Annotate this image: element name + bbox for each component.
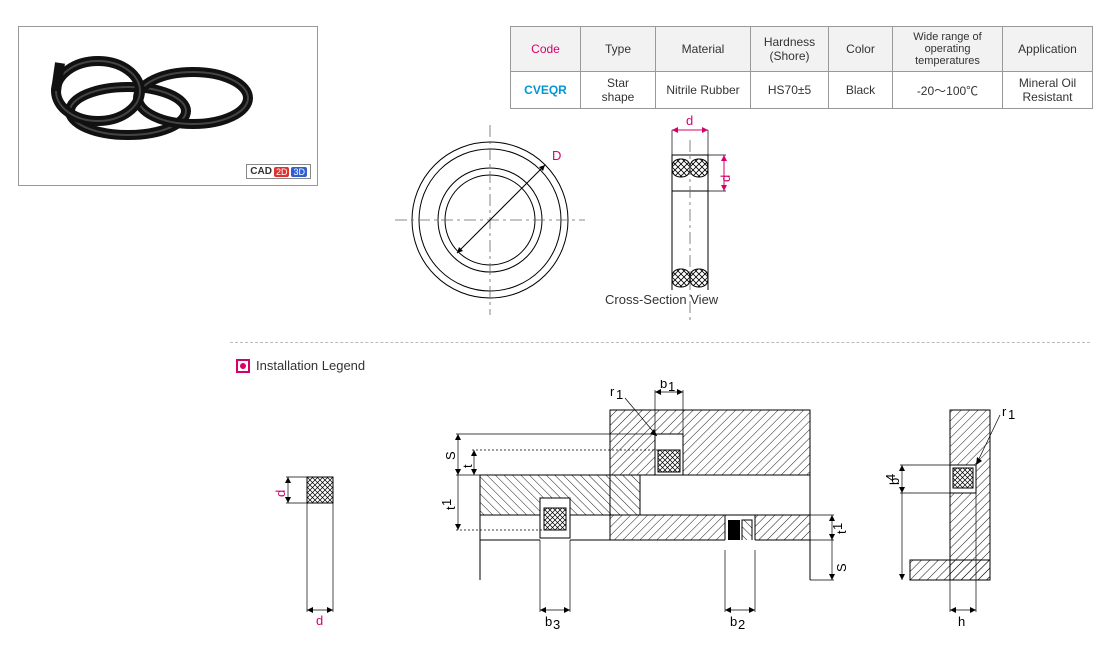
- svg-text:1: 1: [616, 387, 623, 402]
- table-header-row: Code Type Material Hardness (Shore) Colo…: [511, 27, 1093, 72]
- svg-text:1: 1: [439, 499, 454, 506]
- hdr-code: Code: [511, 27, 581, 72]
- val-material: Nitrile Rubber: [656, 72, 751, 109]
- legend-label: Installation Legend: [256, 358, 365, 373]
- svg-text:4: 4: [883, 474, 898, 481]
- svg-text:r: r: [610, 384, 615, 399]
- svg-text:b: b: [730, 614, 737, 629]
- cad-label: CAD: [250, 166, 272, 177]
- product-photo: [19, 27, 317, 185]
- svg-text:r: r: [1002, 404, 1007, 419]
- hdr-type: Type: [581, 27, 656, 72]
- svg-text:h: h: [958, 614, 965, 629]
- val-temp: -20～100℃: [893, 72, 1003, 109]
- section-divider: [230, 342, 1090, 343]
- svg-text:S: S: [834, 563, 849, 572]
- hdr-hardness: Hardness (Shore): [751, 27, 829, 72]
- val-type: Star shape: [581, 72, 656, 109]
- cross-section-label: Cross-Section View: [605, 292, 718, 307]
- legend-icon: [236, 359, 250, 373]
- svg-text:b: b: [545, 614, 552, 629]
- svg-text:1: 1: [668, 380, 675, 394]
- svg-text:3: 3: [553, 617, 560, 632]
- hdr-color: Color: [829, 27, 893, 72]
- svg-text:b: b: [660, 380, 667, 391]
- svg-text:1: 1: [830, 523, 845, 530]
- table-row: CVEQR Star shape Nitrile Rubber HS70±5 B…: [511, 72, 1093, 109]
- svg-text:S: S: [443, 451, 458, 460]
- bottom-diagrams: d d: [230, 380, 1090, 650]
- val-hardness: HS70±5: [751, 72, 829, 109]
- cad-badge[interactable]: CAD 2D 3D: [246, 164, 311, 179]
- svg-text:d: d: [316, 613, 323, 628]
- top-diagrams: D d d: [380, 110, 800, 320]
- hdr-material: Material: [656, 27, 751, 72]
- hdr-app: Application: [1003, 27, 1093, 72]
- svg-text:1: 1: [1008, 407, 1015, 422]
- val-code: CVEQR: [511, 72, 581, 109]
- dim-D: D: [552, 148, 561, 163]
- spec-table: Code Type Material Hardness (Shore) Colo…: [510, 26, 1093, 109]
- svg-text:d: d: [686, 113, 693, 128]
- product-photo-box: CAD 2D 3D: [18, 26, 318, 186]
- badge-3d: 3D: [291, 167, 307, 177]
- svg-text:t: t: [460, 464, 475, 468]
- svg-text:d: d: [718, 175, 733, 182]
- hdr-temp: Wide range of operating temperatures: [893, 27, 1003, 72]
- badge-2d: 2D: [274, 167, 290, 177]
- svg-text:2: 2: [738, 617, 745, 632]
- val-color: Black: [829, 72, 893, 109]
- val-app: Mineral Oil Resistant: [1003, 72, 1093, 109]
- svg-text:d: d: [273, 490, 288, 497]
- installation-legend: Installation Legend: [236, 358, 365, 373]
